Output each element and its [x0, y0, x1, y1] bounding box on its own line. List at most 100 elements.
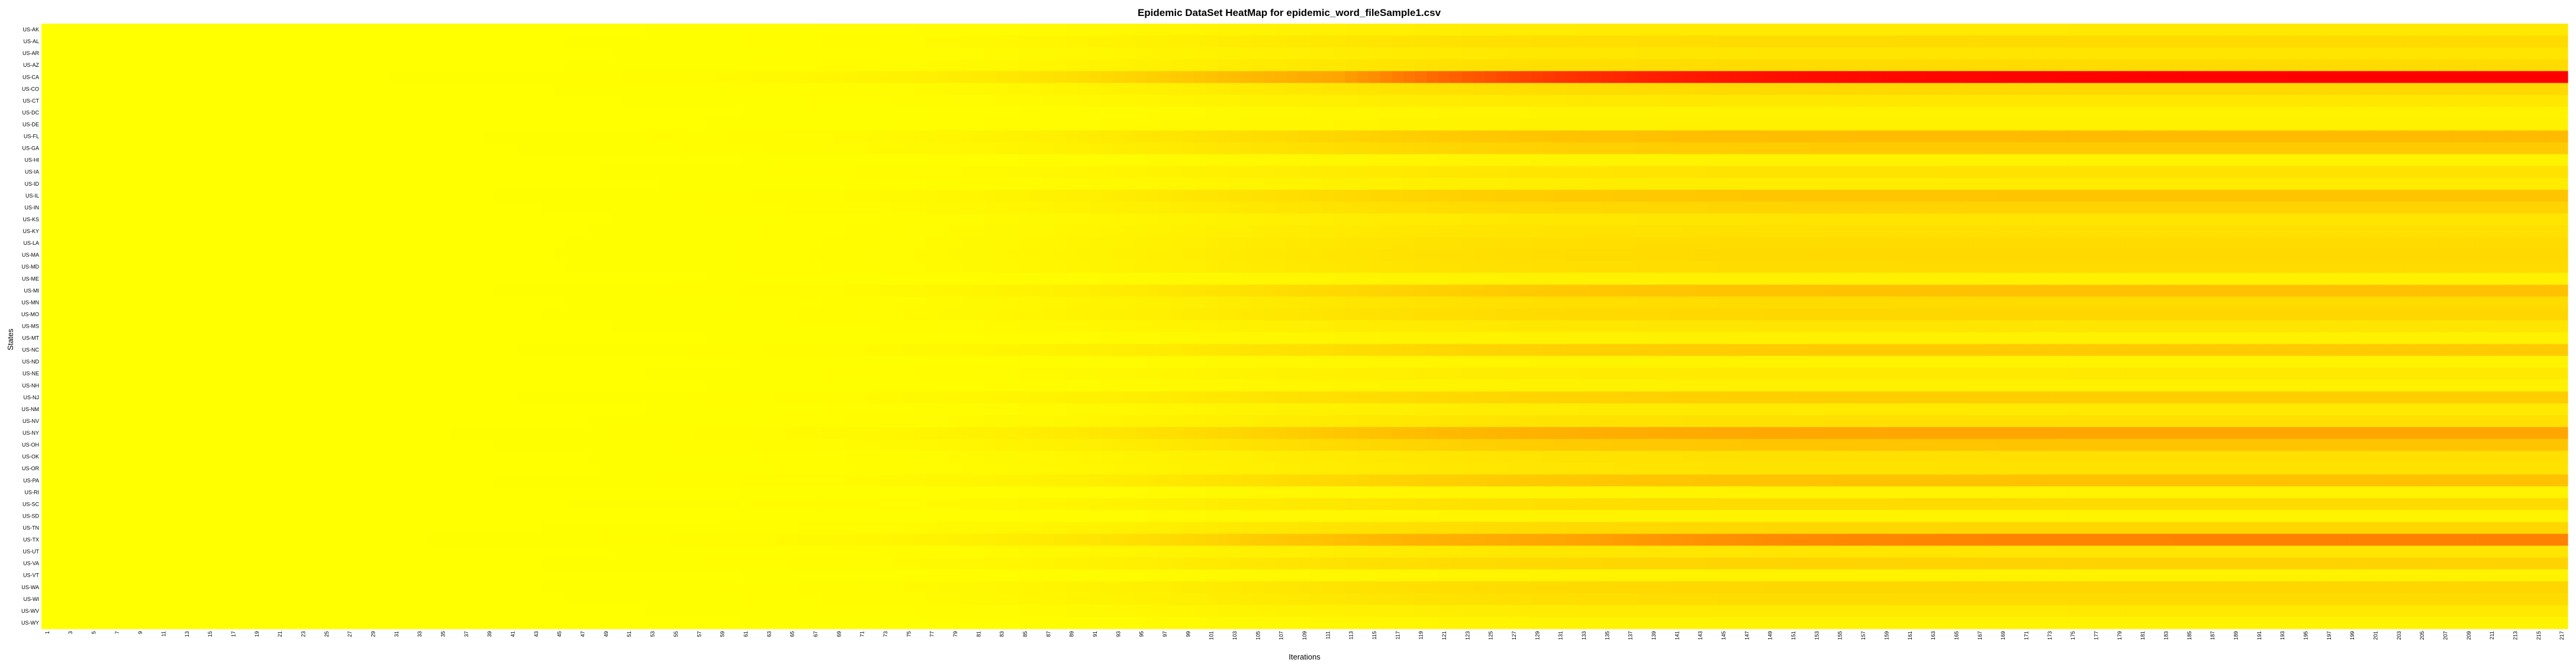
- heatmap-cell: [1485, 249, 1498, 261]
- heatmap-cell: [1322, 201, 1334, 214]
- heatmap-cell: [2230, 142, 2242, 155]
- heatmap-cell: [1985, 261, 1998, 273]
- heatmap-cell: [751, 189, 764, 202]
- heatmap-cell: [2102, 201, 2114, 214]
- heatmap-cell: [1240, 118, 1253, 131]
- heatmap-cell: [1985, 106, 1998, 119]
- heatmap-cell: [2078, 95, 2091, 108]
- heatmap-cell: [1438, 47, 1451, 60]
- heatmap-cell: [2311, 24, 2324, 36]
- heatmap-cell: [367, 213, 379, 226]
- heatmap-cell: [2416, 118, 2429, 131]
- heatmap-cell: [2393, 106, 2406, 119]
- heatmap-cell: [2474, 284, 2487, 297]
- heatmap-cell: [227, 118, 240, 131]
- heatmap-cell: [76, 261, 89, 273]
- heatmap-cell: [1275, 47, 1288, 60]
- heatmap-cell: [1589, 273, 1602, 285]
- heatmap-cell: [239, 237, 252, 250]
- heatmap-cell: [99, 261, 112, 273]
- heatmap-cell: [239, 177, 252, 190]
- heatmap-cell: [1368, 189, 1381, 202]
- heatmap-cell: [437, 47, 449, 60]
- heatmap-cell: [996, 35, 1009, 48]
- heatmap-cell: [507, 71, 519, 83]
- heatmap-cell: [1997, 35, 2010, 48]
- heatmap-cell: [472, 35, 484, 48]
- heatmap-cell: [1473, 166, 1486, 179]
- heatmap-cell: [1275, 177, 1288, 190]
- heatmap-cell: [670, 154, 682, 167]
- heatmap-cell: [2451, 201, 2464, 214]
- heatmap-cell: [484, 177, 496, 190]
- heatmap-cell: [2218, 95, 2231, 108]
- heatmap-cell: [2486, 201, 2498, 214]
- heatmap-cell: [111, 106, 124, 119]
- heatmap-cell: [2265, 261, 2277, 273]
- heatmap-cell: [1019, 166, 1032, 179]
- heatmap-cell: [367, 166, 379, 179]
- heatmap-cell: [2416, 284, 2429, 297]
- heatmap-cell: [1554, 249, 1567, 261]
- heatmap-cell: [2393, 249, 2406, 261]
- heatmap-cell: [1485, 201, 1498, 214]
- heatmap-cell: [1718, 213, 1730, 226]
- heatmap-cell: [1846, 189, 1858, 202]
- heatmap-cell: [1229, 118, 1241, 131]
- heatmap-cell: [2346, 24, 2359, 36]
- heatmap-cell: [938, 166, 950, 179]
- heatmap-cell: [2381, 201, 2394, 214]
- heatmap-cell: [1194, 201, 1206, 214]
- heatmap-cell: [2521, 261, 2533, 273]
- heatmap-cell: [1427, 95, 1439, 108]
- heatmap-cell: [949, 59, 962, 72]
- heatmap-cell: [1380, 213, 1393, 226]
- heatmap-cell: [1310, 189, 1323, 202]
- heatmap-cell: [2218, 225, 2231, 238]
- heatmap-cell: [1834, 177, 1847, 190]
- heatmap-cell: [1659, 177, 1672, 190]
- heatmap-cell: [1915, 249, 1928, 261]
- heatmap-cell: [786, 118, 799, 131]
- heatmap-cell: [635, 273, 648, 285]
- heatmap-cell: [880, 166, 892, 179]
- heatmap-cell: [367, 237, 379, 250]
- heatmap-cell: [2265, 118, 2277, 131]
- heatmap-cell: [495, 83, 508, 95]
- heatmap-cell: [1334, 130, 1346, 143]
- heatmap-cell: [53, 106, 65, 119]
- heatmap-cell: [146, 24, 159, 36]
- heatmap-cell: [1334, 177, 1346, 190]
- heatmap-cell: [65, 106, 77, 119]
- heatmap-cell: [1648, 59, 1660, 72]
- heatmap-cell: [414, 59, 426, 72]
- heatmap-cell: [1159, 177, 1171, 190]
- heatmap-cell: [134, 273, 147, 285]
- heatmap-cell: [1706, 154, 1718, 167]
- heatmap-cell: [2276, 213, 2289, 226]
- heatmap-cell: [2427, 118, 2440, 131]
- heatmap-cell: [123, 225, 135, 238]
- heatmap-cell: [1217, 130, 1229, 143]
- heatmap-cell: [2195, 95, 2207, 108]
- heatmap-cell: [2230, 166, 2242, 179]
- heatmap-cell: [1648, 225, 1660, 238]
- heatmap-cell: [461, 59, 473, 72]
- heatmap-cell: [204, 249, 217, 261]
- heatmap-cell: [542, 118, 554, 131]
- heatmap-cell: [1124, 225, 1136, 238]
- heatmap-cell: [1753, 284, 1765, 297]
- heatmap-cell: [1589, 201, 1602, 214]
- heatmap-cell: [379, 130, 391, 143]
- heatmap-cell: [1357, 166, 1369, 179]
- heatmap-cell: [1217, 154, 1229, 167]
- heatmap-cell: [2090, 189, 2102, 202]
- heatmap-cell: [449, 47, 461, 60]
- heatmap-cell: [2393, 47, 2406, 60]
- heatmap-cell: [635, 225, 648, 238]
- heatmap-cell: [239, 24, 252, 36]
- heatmap-cell: [1380, 95, 1393, 108]
- heatmap-cell: [1019, 35, 1032, 48]
- heatmap-cell: [2544, 24, 2556, 36]
- heatmap-cell: [1671, 284, 1683, 297]
